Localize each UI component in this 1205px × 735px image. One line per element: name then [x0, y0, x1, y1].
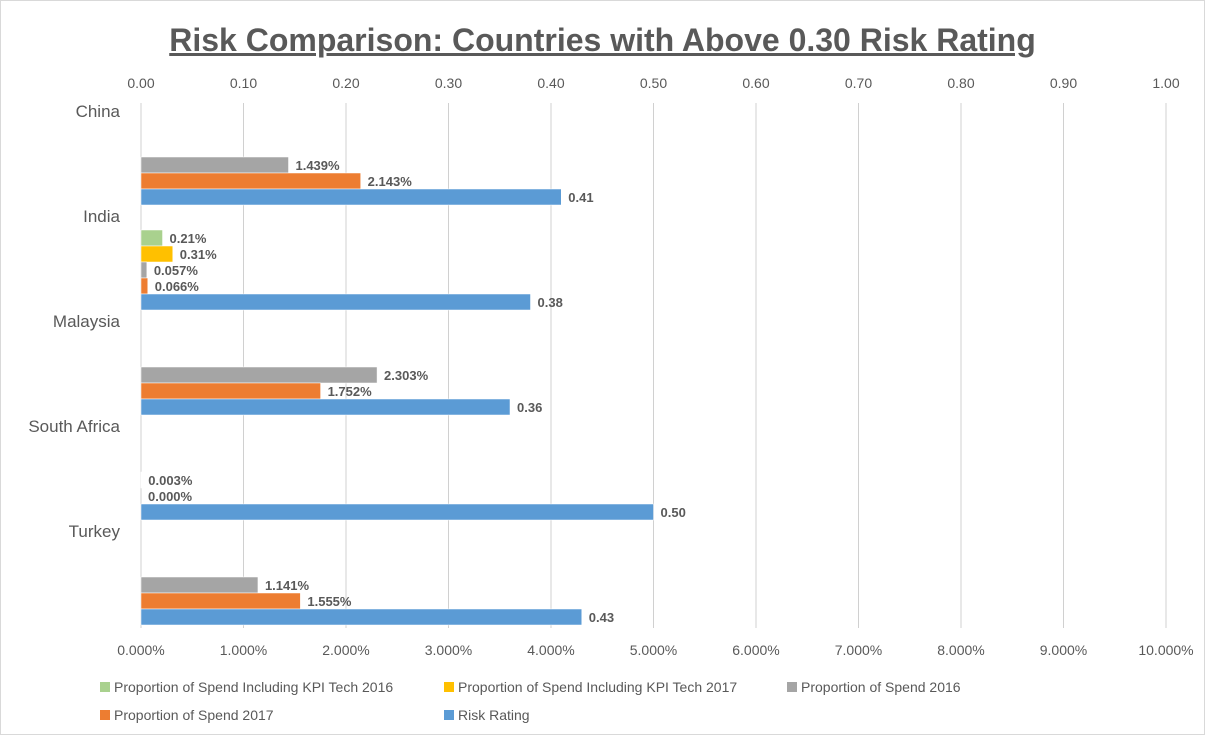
bar — [140, 398, 511, 416]
x-axis-bottom-tick-label: 3.000% — [425, 642, 472, 658]
x-axis-top-tick-label: 0.90 — [1050, 75, 1077, 91]
data-label: 0.36 — [517, 400, 542, 415]
legend-swatch — [787, 682, 797, 692]
bar — [140, 576, 259, 594]
bar — [140, 261, 148, 279]
category-label: Malaysia — [53, 312, 121, 331]
x-axis-bottom-tick-label: 2.000% — [322, 642, 369, 658]
data-label: 0.38 — [538, 295, 563, 310]
legend-swatch — [444, 682, 454, 692]
category-label: South Africa — [28, 417, 120, 436]
data-label: 0.50 — [661, 505, 686, 520]
data-label: 1.752% — [328, 384, 373, 399]
data-label: 2.143% — [368, 174, 413, 189]
data-label: 0.41 — [568, 190, 593, 205]
legend-label: Risk Rating — [458, 707, 530, 723]
x-axis-bottom-tick-label: 8.000% — [937, 642, 984, 658]
legend-item: Proportion of Spend Including KPI Tech 2… — [444, 679, 737, 695]
x-axis-top-tick-label: 0.30 — [435, 75, 462, 91]
data-label: 0.066% — [155, 279, 200, 294]
legend-item: Proportion of Spend 2017 — [100, 707, 274, 723]
x-axis-bottom-tick-label: 6.000% — [732, 642, 779, 658]
x-axis-top-tick-label: 0.20 — [332, 75, 359, 91]
data-label: 2.303% — [384, 368, 429, 383]
data-label: 0.21% — [170, 231, 207, 246]
x-axis-top-tick-label: 0.70 — [845, 75, 872, 91]
legend-label: Proportion of Spend Including KPI Tech 2… — [458, 679, 738, 695]
category-label: Turkey — [69, 522, 121, 541]
bar — [140, 156, 289, 174]
data-label: 1.555% — [307, 594, 352, 609]
x-axis-top-tick-label: 1.00 — [1152, 75, 1179, 91]
legend-swatch — [100, 710, 110, 720]
x-axis-bottom-tick-label: 4.000% — [527, 642, 574, 658]
x-axis-bottom-tick-label: 5.000% — [630, 642, 677, 658]
data-label: 1.141% — [265, 578, 310, 593]
legend-swatch — [444, 710, 454, 720]
bar — [140, 293, 531, 311]
x-axis-top-tick-label: 0.40 — [537, 75, 564, 91]
x-axis-top-tick-label: 0.10 — [230, 75, 257, 91]
x-axis-top-tick-label: 0.80 — [947, 75, 974, 91]
data-label: 0.000% — [148, 489, 193, 504]
bar — [140, 366, 378, 384]
x-axis-bottom-tick-label: 1.000% — [220, 642, 267, 658]
legend-label: Proportion of Spend 2016 — [801, 679, 961, 695]
bar — [140, 172, 361, 190]
x-axis-bottom-tick-label: 0.000% — [117, 642, 164, 658]
data-label: 1.439% — [295, 158, 340, 173]
bar — [140, 608, 582, 626]
legend-item: Proportion of Spend Including KPI Tech 2… — [100, 679, 393, 695]
x-axis-top-tick-label: 0.00 — [127, 75, 154, 91]
data-label: 0.31% — [180, 247, 217, 262]
chart-title: Risk Comparison: Countries with Above 0.… — [169, 22, 1036, 58]
legend-label: Proportion of Spend Including KPI Tech 2… — [114, 679, 394, 695]
data-label: 0.43 — [589, 610, 614, 625]
category-label: India — [83, 207, 120, 226]
legend-swatch — [100, 682, 110, 692]
data-label: 0.057% — [154, 263, 199, 278]
legend-item: Proportion of Spend 2016 — [787, 679, 961, 695]
data-label: 0.003% — [148, 473, 193, 488]
bar — [140, 592, 301, 610]
x-axis-bottom-tick-label: 7.000% — [835, 642, 882, 658]
bar — [140, 382, 321, 400]
legend-label: Proportion of Spend 2017 — [114, 707, 274, 723]
x-axis-bottom-tick-label: 10.000% — [1138, 642, 1193, 658]
bar — [140, 245, 174, 263]
bar — [140, 503, 654, 521]
x-axis-bottom-tick-label: 9.000% — [1040, 642, 1087, 658]
bar — [140, 188, 562, 206]
bar — [140, 277, 149, 295]
x-axis-top-tick-label: 0.60 — [742, 75, 769, 91]
bar — [140, 229, 163, 247]
legend-item: Risk Rating — [444, 707, 530, 723]
category-label: China — [76, 102, 121, 121]
x-axis-top-tick-label: 0.50 — [640, 75, 667, 91]
